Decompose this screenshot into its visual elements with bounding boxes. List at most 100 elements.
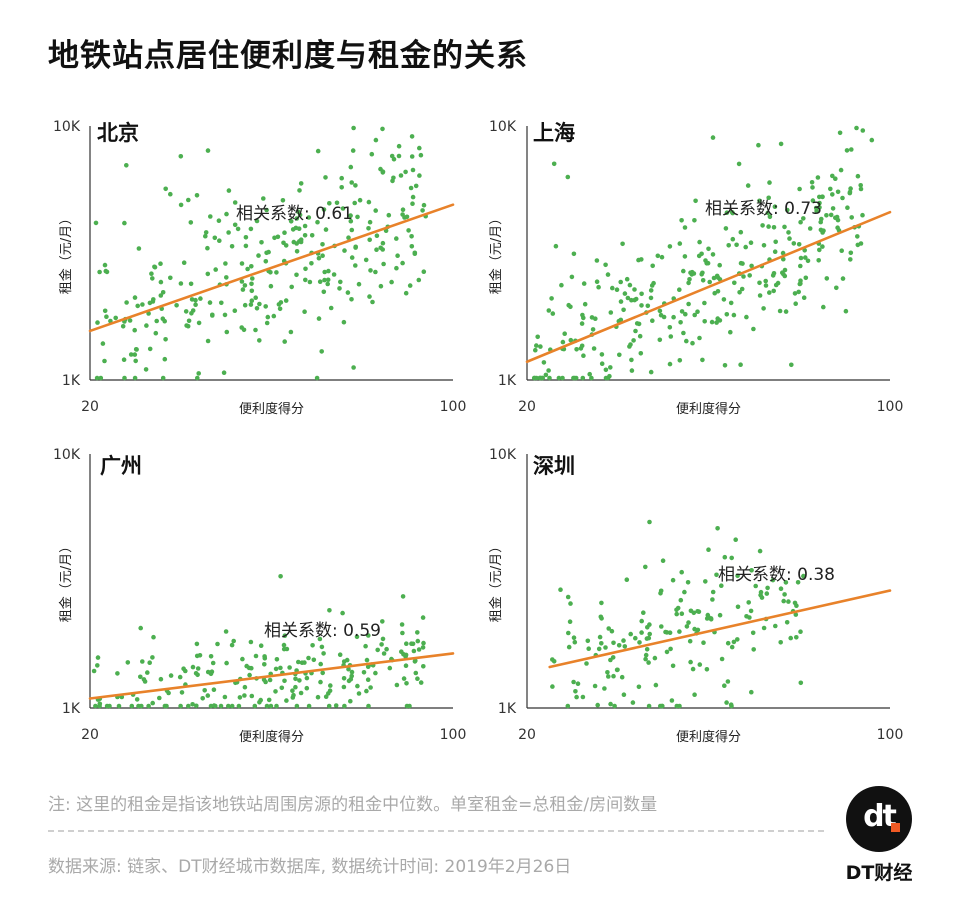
logo-dot [891, 823, 900, 832]
data-point [265, 314, 271, 320]
data-point [551, 659, 557, 664]
data-point [638, 351, 644, 356]
data-point [858, 186, 864, 192]
data-point [398, 173, 404, 178]
data-point [738, 260, 744, 266]
data-point [366, 633, 371, 638]
data-point [256, 253, 261, 258]
data-point [786, 599, 791, 604]
data-point [207, 300, 213, 305]
data-point [798, 629, 803, 634]
data-point [152, 264, 158, 270]
y-axis-label: 租金（元/月） [488, 212, 504, 294]
data-point [217, 238, 222, 243]
data-point [386, 212, 392, 218]
data-point [644, 647, 650, 652]
data-point [272, 235, 277, 241]
data-point [253, 327, 258, 333]
data-point [724, 312, 730, 317]
data-point [380, 126, 385, 132]
x-axis-label: 便利度得分 [239, 401, 304, 417]
data-point [282, 230, 287, 235]
data-point [747, 273, 752, 278]
data-point [840, 276, 846, 281]
data-point [858, 241, 864, 246]
data-point [596, 284, 601, 290]
data-point [824, 213, 829, 218]
data-point [633, 328, 638, 334]
data-point [263, 304, 269, 309]
data-point [655, 253, 661, 259]
data-point [243, 243, 249, 249]
data-point [717, 262, 722, 268]
data-point [195, 666, 201, 671]
data-point [294, 241, 300, 246]
data-point [366, 703, 371, 709]
data-point [249, 298, 255, 304]
data-point [780, 250, 786, 256]
data-point [361, 670, 367, 675]
data-point [697, 662, 703, 667]
data-point [190, 664, 196, 670]
data-point [294, 703, 300, 709]
data-point [95, 663, 100, 668]
trend-line [525, 210, 892, 364]
data-point [415, 676, 420, 681]
data-point [684, 624, 690, 629]
data-point [125, 660, 131, 665]
data-point [650, 318, 655, 324]
data-point [704, 667, 710, 672]
data-point [346, 235, 351, 240]
data-point [649, 283, 655, 288]
data-point [253, 653, 259, 659]
data-point [619, 674, 625, 680]
data-point [168, 275, 173, 281]
data-point [736, 161, 742, 167]
data-point [792, 600, 798, 606]
data-point [757, 293, 763, 298]
data-point [412, 659, 418, 664]
data-point [646, 660, 651, 665]
data-point [417, 145, 422, 151]
data-point [357, 197, 363, 203]
data-point [160, 375, 166, 381]
data-point [135, 303, 140, 309]
y-tick-label: 1K [498, 701, 517, 717]
data-point [685, 580, 691, 585]
data-point [219, 300, 224, 306]
data-point [535, 334, 540, 340]
data-point [695, 627, 701, 633]
data-point [348, 213, 353, 218]
data-point [367, 219, 373, 225]
data-point [297, 188, 302, 193]
data-point [586, 646, 591, 651]
data-point [767, 214, 773, 220]
data-point [778, 141, 784, 147]
data-point [639, 291, 644, 297]
data-point [120, 324, 126, 329]
data-point [162, 318, 167, 324]
y-tick-label: 10K [53, 447, 81, 463]
data-point [798, 263, 803, 269]
data-point [612, 703, 617, 709]
data-point [340, 206, 346, 211]
data-point [688, 659, 693, 665]
data-point [849, 215, 854, 220]
data-point [273, 666, 279, 672]
data-point [603, 262, 608, 268]
data-point [257, 301, 262, 307]
data-point [248, 302, 254, 307]
data-point [421, 640, 426, 646]
data-point [627, 282, 633, 288]
data-point [715, 316, 720, 321]
data-point [229, 703, 235, 709]
data-point [378, 245, 384, 251]
data-point [722, 554, 728, 560]
data-point [710, 597, 715, 602]
data-point [249, 693, 255, 699]
data-point [599, 361, 605, 367]
data-point [691, 610, 697, 616]
data-point [701, 640, 706, 645]
data-point [315, 219, 320, 225]
data-point [621, 692, 627, 697]
